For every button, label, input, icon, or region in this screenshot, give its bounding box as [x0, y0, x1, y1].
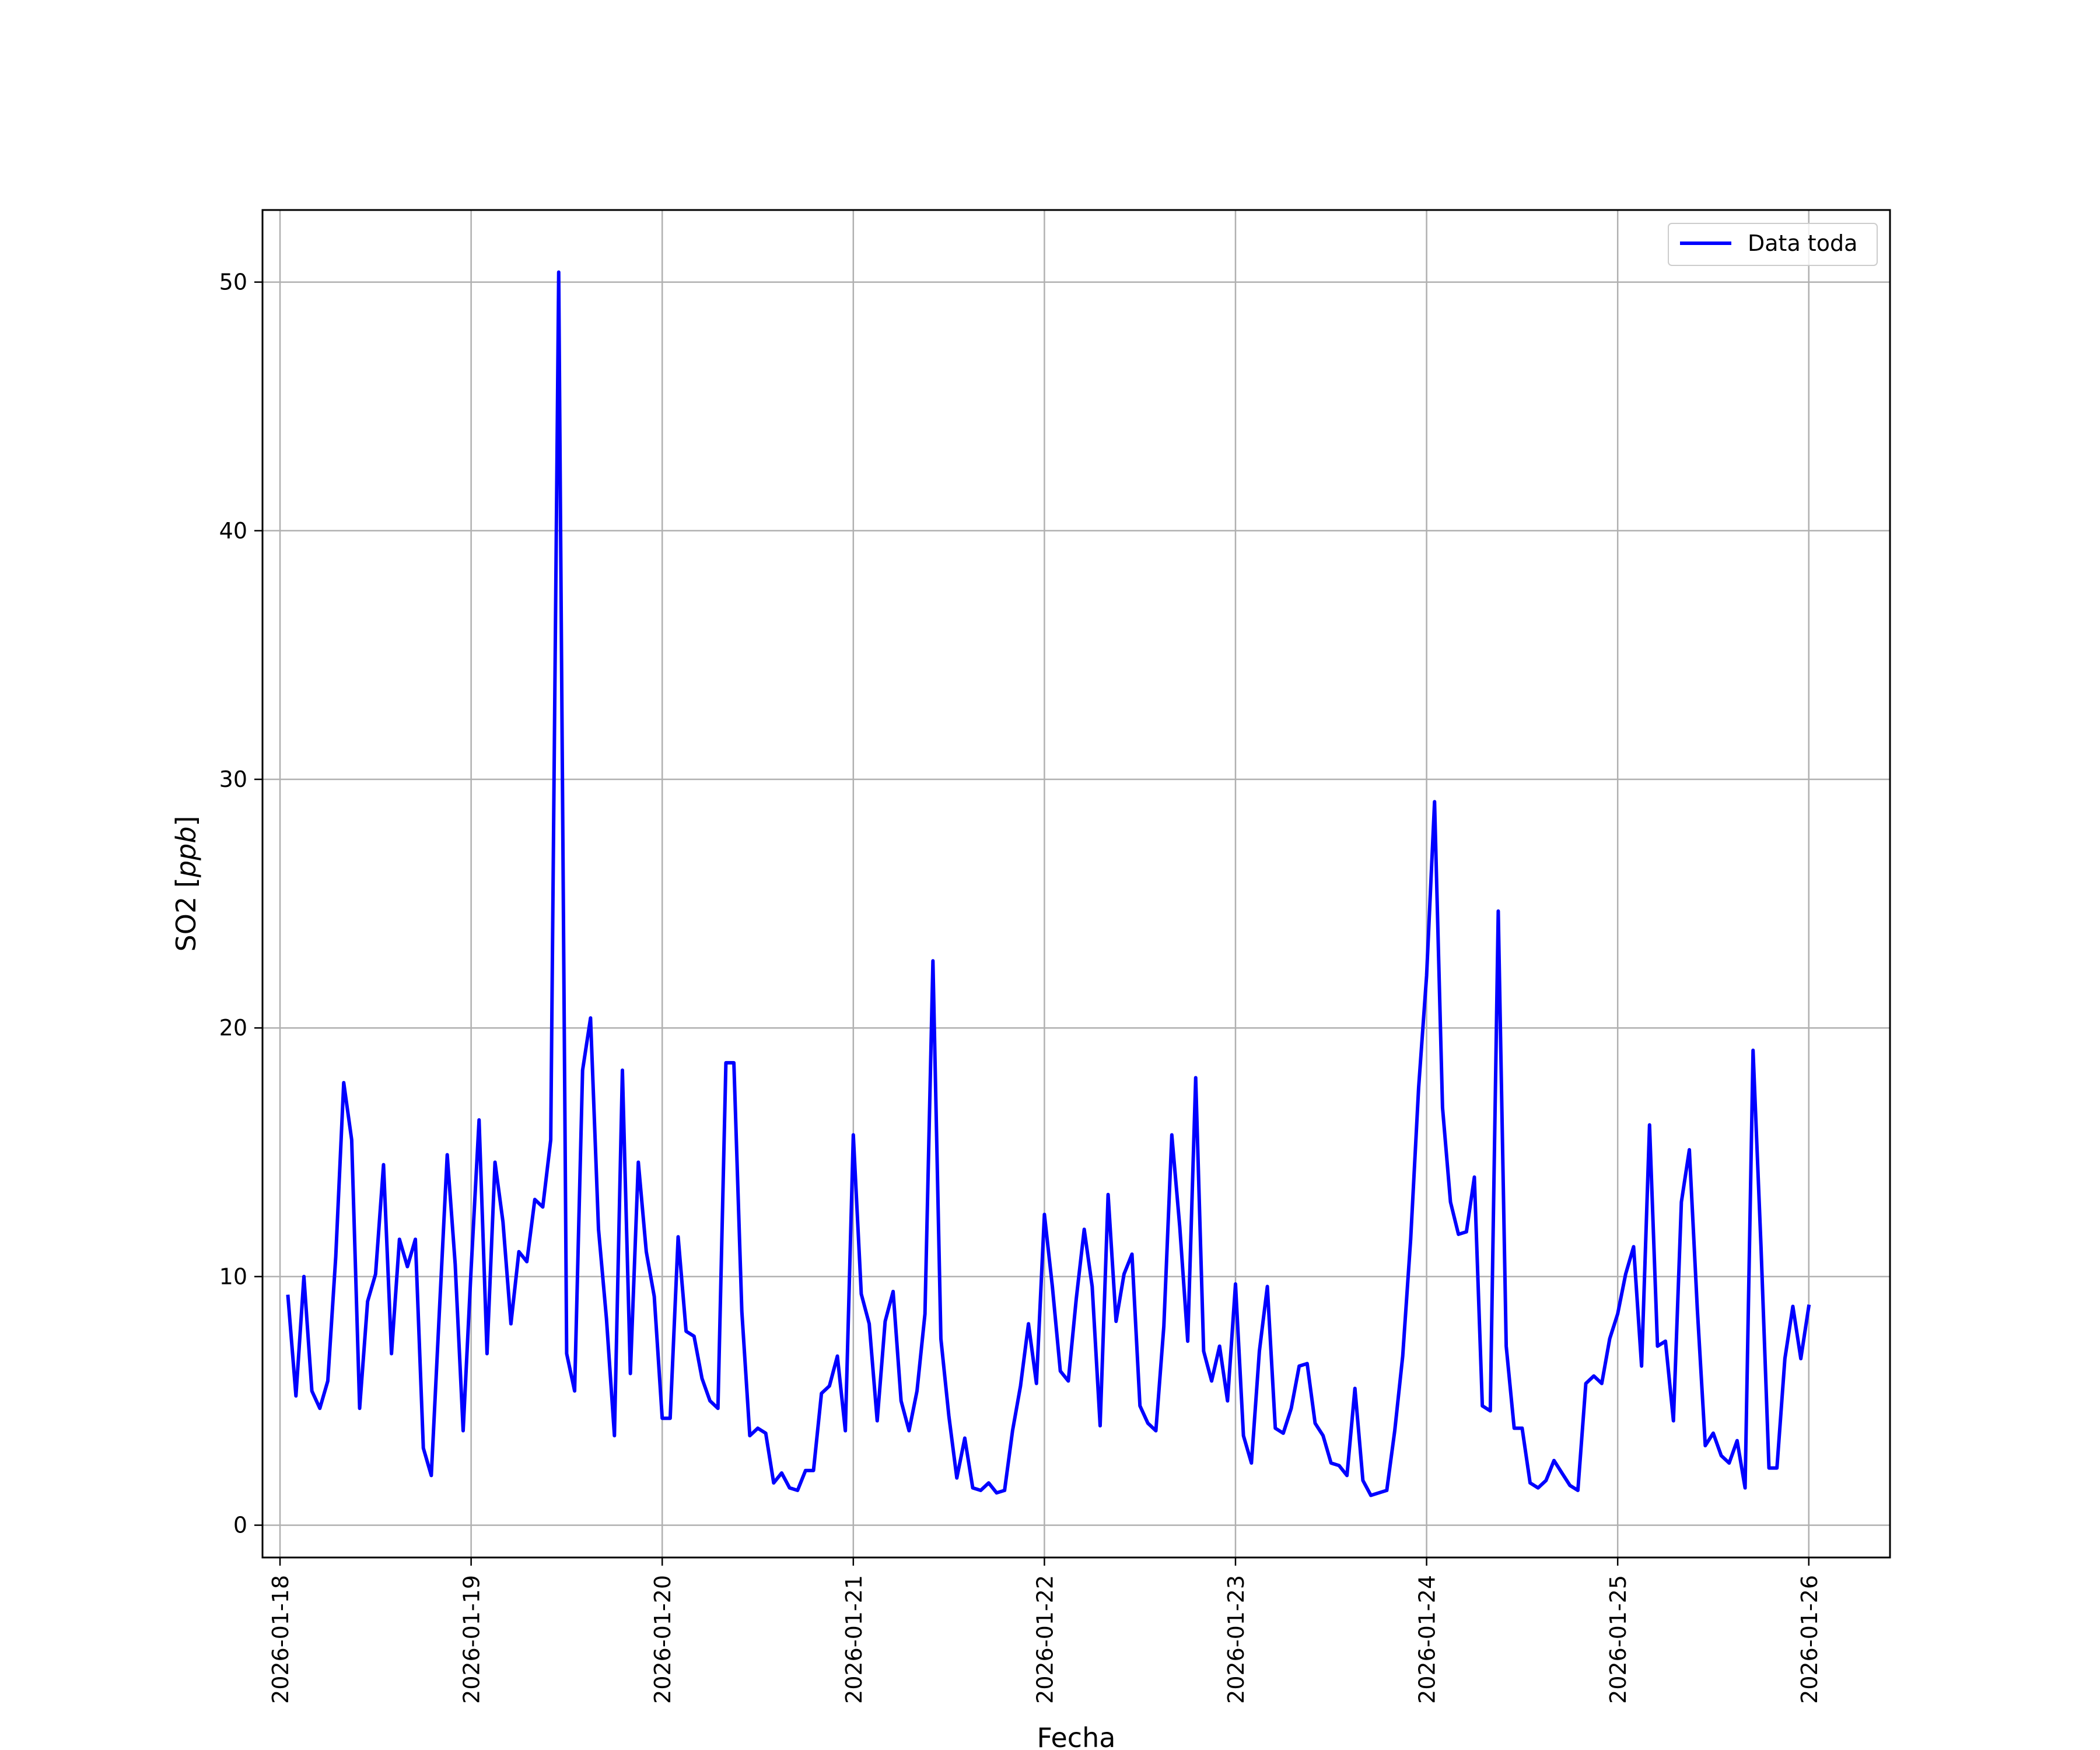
y-tick-label: 20: [219, 1015, 247, 1041]
x-tick-label: 2026-01-21: [841, 1575, 867, 1704]
grid: [262, 210, 1890, 1558]
y-tick-label: 30: [219, 766, 247, 792]
y-tick-label: 50: [219, 270, 247, 295]
series-layer: [286, 270, 1811, 1497]
series-line: [286, 270, 1811, 1497]
y-axis-label: SO2 [ppb]: [170, 816, 202, 952]
x-tick-label: 2026-01-19: [459, 1575, 485, 1704]
y-tick-label: 0: [233, 1513, 247, 1538]
x-tick-label: 2026-01-25: [1605, 1575, 1631, 1704]
x-axis: 2026-01-18 2026-01-19 2026-01-20 2026-01-21…: [268, 1558, 1822, 1704]
x-tick-label: 2026-01-26: [1797, 1575, 1822, 1704]
y-axis: 0 10 20 30 40 50: [219, 270, 262, 1538]
legend: Data toda: [1668, 223, 1878, 266]
x-tick-label: 2026-01-24: [1415, 1575, 1440, 1704]
x-axis-label: Fecha: [1037, 1722, 1116, 1750]
x-tick-label: 2026-01-20: [650, 1575, 676, 1704]
plot-frame: [261, 209, 1891, 1559]
x-tick-label: 2026-01-23: [1223, 1575, 1249, 1704]
legend-box: [1668, 223, 1878, 266]
x-tick-label: 2026-01-18: [268, 1575, 293, 1704]
y-tick-label: 10: [219, 1264, 247, 1289]
x-tick-label: 2026-01-22: [1032, 1575, 1058, 1704]
legend-label: Data toda: [1748, 230, 1857, 256]
y-tick-label: 40: [219, 518, 247, 544]
